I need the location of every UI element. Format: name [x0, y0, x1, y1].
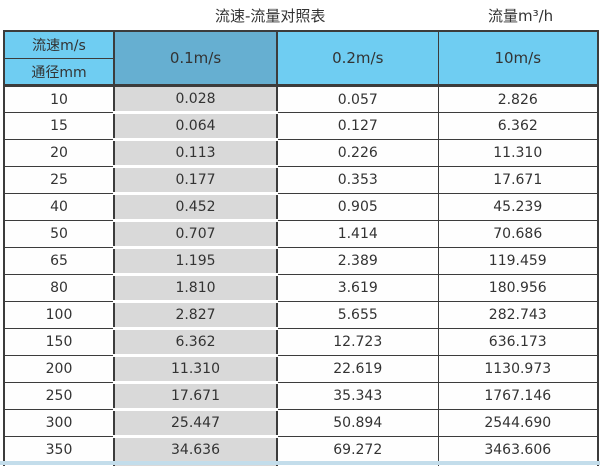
flow-cell-0-2ms: 0.057 — [276, 85, 439, 113]
flow-cell-0-1ms: 25.447 — [113, 408, 278, 437]
diameter-cell: 20 — [3, 139, 115, 167]
table-row: 10 0.028 0.057 2.826 — [3, 84, 599, 113]
table-row: 20 0.113 0.226 11.310 — [3, 138, 599, 167]
flow-cell-10ms: 3463.606 — [437, 436, 599, 464]
table-row: 200 11.310 22.619 1130.973 — [3, 354, 599, 383]
flow-cell-0-2ms: 0.127 — [276, 112, 439, 140]
table-row: 80 1.810 3.619 180.956 — [3, 273, 599, 302]
flow-cell-0-2ms: 3.619 — [276, 274, 439, 302]
diameter-cell: 65 — [3, 247, 115, 275]
header-row-top: 流速m/s 0.1m/s 0.2m/s 10m/s — [3, 30, 599, 87]
flow-cell-0-1ms: 1.195 — [113, 246, 278, 275]
diameter-cell: 50 — [3, 220, 115, 248]
flow-cell-0-2ms: 1.414 — [276, 220, 439, 248]
table-bottom-shadow — [0, 461, 600, 465]
flow-cell-0-2ms: 0.353 — [276, 166, 439, 194]
diameter-cell: 80 — [3, 274, 115, 302]
table-row: 15 0.064 0.127 6.362 — [3, 111, 599, 140]
flow-cell-10ms: 17.671 — [437, 166, 599, 194]
flow-cell-0-1ms: 11.310 — [113, 354, 278, 383]
corner-diameter-label: 通径mm — [3, 58, 115, 87]
table-row: 50 0.707 1.414 70.686 — [3, 219, 599, 248]
diameter-cell: 300 — [3, 409, 115, 437]
table-row: 300 25.447 50.894 2544.690 — [3, 408, 599, 437]
flow-cell-10ms: 282.743 — [437, 301, 599, 329]
flow-cell-0-1ms: 0.064 — [113, 111, 278, 140]
column-header-0-1ms: 0.1m/s — [113, 30, 278, 87]
header-row-bottom: 通径mm — [3, 58, 598, 87]
flow-cell-10ms: 6.362 — [437, 112, 599, 140]
flow-cell-10ms: 2544.690 — [437, 409, 599, 437]
flow-cell-0-2ms: 50.894 — [276, 409, 439, 437]
flow-cell-10ms: 45.239 — [437, 193, 599, 221]
table-row: 350 34.636 69.272 3463.606 — [3, 435, 599, 464]
flow-cell-0-1ms: 0.028 — [113, 84, 278, 113]
flow-cell-10ms: 180.956 — [437, 274, 599, 302]
table-row: 25 0.177 0.353 17.671 — [3, 165, 599, 194]
flow-cell-0-2ms: 35.343 — [276, 382, 439, 410]
table-row: 65 1.195 2.389 119.459 — [3, 246, 599, 275]
flow-cell-0-2ms: 12.723 — [276, 328, 439, 356]
flow-cell-0-1ms: 6.362 — [113, 327, 278, 356]
flow-rate-table: 流速m/s 0.1m/s 0.2m/s 10m/s 通径mm 10 0.028 0.… — [3, 30, 599, 466]
table-row: 250 17.671 35.343 1767.146 — [3, 381, 599, 410]
flow-cell-0-1ms: 17.671 — [113, 381, 278, 410]
diameter-cell: 10 — [3, 85, 115, 113]
flow-cell-0-1ms: 2.827 — [113, 300, 278, 329]
table-row: 150 6.362 12.723 636.173 — [3, 327, 599, 356]
flow-cell-0-1ms: 0.177 — [113, 165, 278, 194]
flow-cell-0-1ms: 34.636 — [113, 435, 278, 464]
diameter-cell: 350 — [3, 436, 115, 464]
diameter-cell: 200 — [3, 355, 115, 383]
flow-cell-0-2ms: 0.905 — [276, 193, 439, 221]
diameter-cell: 15 — [3, 112, 115, 140]
title-bar: 流速-流量对照表 流量m³/h — [0, 0, 600, 30]
table-body: 10 0.028 0.057 2.826 15 0.064 0.127 6.362 20 0.11… — [3, 84, 599, 466]
flow-cell-0-1ms: 0.113 — [113, 138, 278, 167]
flow-cell-0-2ms: 2.389 — [276, 247, 439, 275]
corner-velocity-label: 流速m/s — [3, 30, 115, 59]
flow-cell-0-1ms: 0.707 — [113, 219, 278, 248]
diameter-cell: 250 — [3, 382, 115, 410]
diameter-cell: 100 — [3, 301, 115, 329]
flow-cell-0-2ms: 22.619 — [276, 355, 439, 383]
table-header: 流速m/s 0.1m/s 0.2m/s 10m/s 通径mm — [3, 30, 599, 87]
flow-cell-0-2ms: 0.226 — [276, 139, 439, 167]
flow-cell-10ms: 2.826 — [437, 85, 599, 113]
diameter-cell: 40 — [3, 193, 115, 221]
flow-cell-10ms: 1767.146 — [437, 382, 599, 410]
diameter-cell: 25 — [3, 166, 115, 194]
flow-cell-0-1ms: 1.810 — [113, 273, 278, 302]
flow-cell-10ms: 636.173 — [437, 328, 599, 356]
diameter-cell: 150 — [3, 328, 115, 356]
table-row: 100 2.827 5.655 282.743 — [3, 300, 599, 329]
flow-unit-label: 流量m³/h — [488, 7, 554, 25]
column-header-0-2ms: 0.2m/s — [276, 30, 439, 87]
flow-cell-10ms: 11.310 — [437, 139, 599, 167]
page-title: 流速-流量对照表 — [215, 7, 326, 25]
flow-cell-0-2ms: 5.655 — [276, 301, 439, 329]
flow-cell-10ms: 70.686 — [437, 220, 599, 248]
flow-cell-10ms: 119.459 — [437, 247, 599, 275]
table-row: 40 0.452 0.905 45.239 — [3, 192, 599, 221]
flow-cell-0-2ms: 69.272 — [276, 436, 439, 464]
flow-cell-0-1ms: 0.452 — [113, 192, 278, 221]
column-header-10ms: 10m/s — [437, 30, 599, 87]
flow-cell-10ms: 1130.973 — [437, 355, 599, 383]
